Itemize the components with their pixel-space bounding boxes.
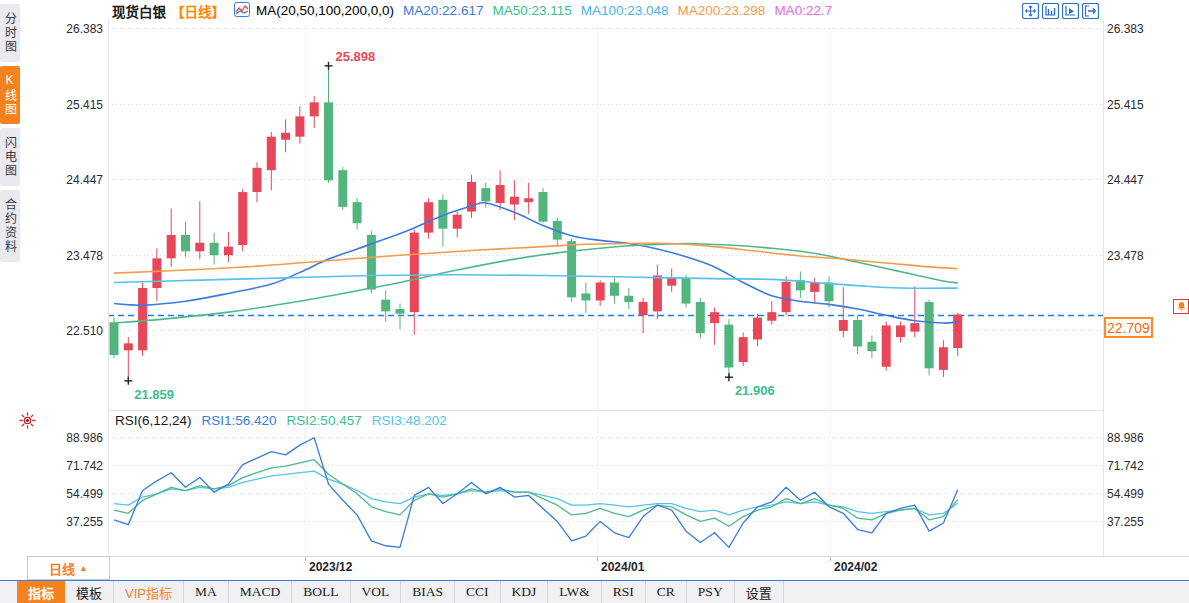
ma-value-label: MA0:22.7 — [774, 3, 832, 18]
axis-label: 54.499 — [1107, 487, 1144, 501]
axis-label: 22.510 — [33, 324, 103, 338]
rsi-formula: RSI(6,12,24) — [115, 413, 192, 428]
axis-label: 71.742 — [33, 459, 103, 473]
sidebar-tab-item[interactable]: 合约资料 — [0, 190, 20, 262]
ma-value-label: MA100:23.048 — [581, 3, 669, 18]
toolbar-item[interactable]: MA — [184, 581, 229, 603]
axis-label: 24.447 — [33, 173, 103, 187]
ma-formula: MA(20,50,100,200,0,0) — [256, 3, 394, 18]
chart-canvas[interactable] — [0, 0, 1189, 603]
playback-icon[interactable] — [1062, 3, 1079, 19]
sidebar-tab-item[interactable]: 分时图 — [0, 4, 20, 62]
axis-label: 88.986 — [1107, 431, 1144, 445]
axis-label: 23.478 — [33, 249, 103, 263]
pane-right-border — [1103, 20, 1104, 556]
instrument-title: 现货白银 — [112, 1, 166, 21]
toolbar-item[interactable]: VOL — [351, 581, 402, 603]
rsi-value-label: RSI1:56.420 — [202, 413, 277, 428]
axis-label: 71.742 — [1107, 459, 1144, 473]
price-marker-label: 25.898 — [336, 49, 376, 64]
ma-value-label: MA50:23.115 — [492, 3, 571, 18]
chart-type-icon[interactable] — [234, 2, 250, 20]
toolbar-item[interactable]: RSI — [602, 581, 646, 603]
indicator-settings-icon[interactable] — [19, 412, 36, 429]
axis-label: 37.255 — [1107, 515, 1144, 529]
month-label: 2024/02 — [834, 560, 877, 574]
alert-bell-icon[interactable] — [1173, 299, 1189, 314]
toolbar-item[interactable]: KDJ — [501, 581, 549, 603]
toolbar-item[interactable]: CR — [646, 581, 687, 603]
period-label: 【日线】 — [171, 1, 225, 21]
chevron-up-icon: ▲ — [79, 563, 88, 573]
sidebar-tab-active[interactable]: K线图 — [0, 66, 20, 124]
sidebar-tab-item[interactable]: 闪电图 — [0, 128, 20, 186]
axis-label: 25.415 — [1107, 98, 1144, 112]
pan-tool-icon[interactable] — [1022, 3, 1039, 19]
rsi-value-label: RSI3:48.202 — [372, 413, 447, 428]
sidebar: 分时图 K线图闪电图合约资料 — [0, 0, 20, 603]
axis-label: 37.255 — [33, 515, 103, 529]
period-selector-label: 日线 — [49, 559, 75, 578]
toolbar-item[interactable]: BOLL — [292, 581, 350, 603]
axis-label: 24.447 — [1107, 173, 1144, 187]
month-label: 2024/01 — [601, 560, 644, 574]
axis-scale-icon[interactable] — [1042, 3, 1059, 19]
rsi-value-label: RSI2:50.457 — [287, 413, 362, 428]
ma-value-label: MA200:23.298 — [678, 3, 766, 18]
indicator-toolbar: 指标模板VIP指标MAMACDBOLLVOLBIASCCIKDJLW&RSICR… — [0, 580, 1189, 603]
axis-label: 54.499 — [33, 487, 103, 501]
axis-label: 25.415 — [33, 98, 103, 112]
axis-label: 88.986 — [33, 431, 103, 445]
toolbar-item[interactable]: MACD — [229, 581, 293, 603]
toolbar-item[interactable]: 设置 — [735, 581, 784, 603]
toolbar-item[interactable]: CCI — [455, 581, 501, 603]
rsi-header: RSI(6,12,24) RSI1:56.420 RSI2:50.457 RSI3:… — [115, 409, 467, 431]
axis-label: 23.478 — [1107, 249, 1144, 263]
toolbar-item[interactable]: LW& — [548, 581, 602, 603]
price-marker-label: 21.859 — [134, 387, 174, 402]
toolbar-item[interactable]: 指标 — [17, 581, 65, 603]
toolbar-item[interactable]: VIP指标 — [114, 581, 184, 603]
toolbar-item[interactable]: BIAS — [401, 581, 455, 603]
toolbar-item[interactable]: PSY — [687, 581, 735, 603]
period-selector[interactable]: 日线 ▲ — [27, 556, 110, 580]
axis-label: 26.383 — [33, 22, 103, 36]
chart-header: 现货白银 【日线】 MA(20,50,100,200,0,0) MA20:22.… — [112, 0, 850, 21]
pane-left-border — [108, 20, 109, 556]
ma-value-label: MA20:22.617 — [403, 3, 483, 18]
axis-label: 26.383 — [1107, 22, 1144, 36]
month-label: 2023/12 — [309, 560, 352, 574]
exit-fullscreen-icon[interactable] — [1082, 3, 1099, 19]
xaxis-border — [27, 556, 1189, 557]
toolbar-item[interactable]: 模板 — [65, 581, 114, 603]
last-price-tag: 22.709 — [1104, 317, 1153, 338]
price-marker-label: 21.906 — [735, 383, 775, 398]
